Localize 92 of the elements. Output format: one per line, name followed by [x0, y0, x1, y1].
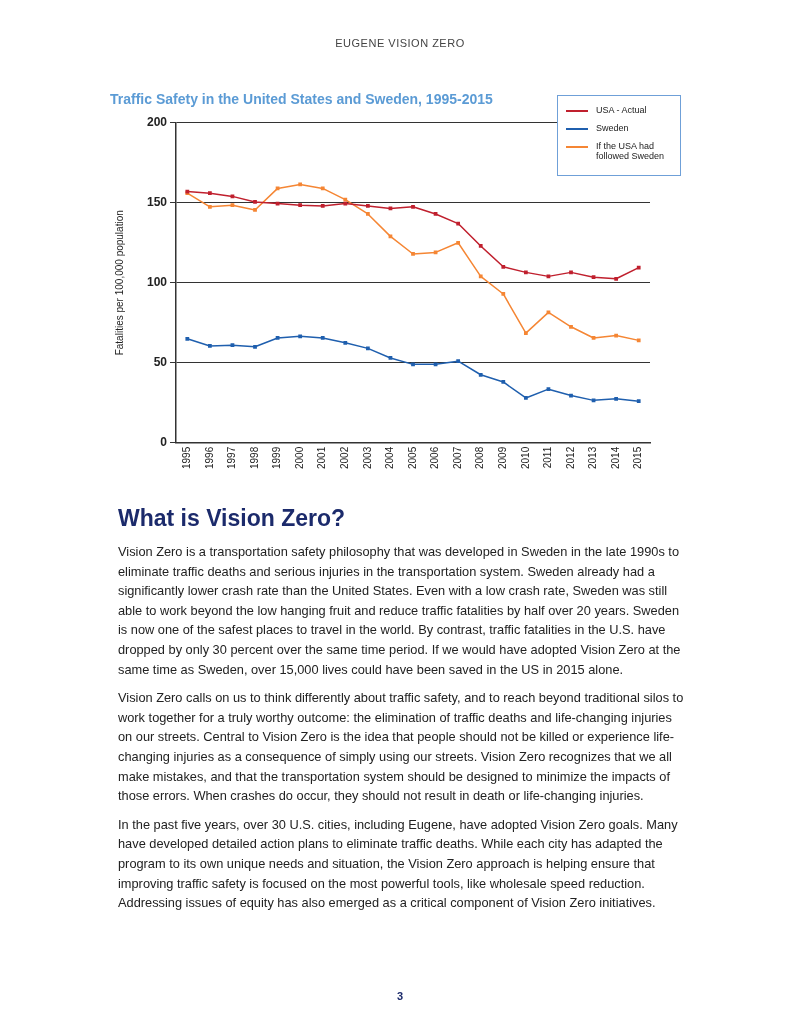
point — [208, 204, 212, 209]
x-tick-label: 1995 — [181, 446, 193, 469]
y-tick-label: 50 — [153, 355, 168, 370]
chart-title: Traffic Safety in the United States and Sweden, 1995-2015 — [110, 91, 494, 108]
x-tick-label: 2002 — [339, 446, 351, 469]
x-tick-label: 2001 — [316, 446, 328, 469]
point — [614, 333, 619, 338]
point — [298, 182, 303, 187]
point — [388, 356, 393, 360]
point — [523, 270, 528, 275]
point — [185, 336, 190, 341]
point — [343, 340, 348, 345]
text: Vision Zero is a transportation safety philosophy that was developed in Sweden in the late 1990s to eliminate traffic deaths and serious injuries in the transportation system. Sweden already had a significantly lower crash rate than the United States. Even with a low crash rate, Sweden was still able to work beyond the low hanging fruit and reduce traffic fatalities by half over 20 years. Sweden is now one of the safest places to travel in the world. By contrast, traffic fatalities in the U.S. have dropped by only 30 percent over the same time period. If we would have adopted Vision Zero at the same time as Sweden, over 15,000 lives could have been saved in the US in 2015 alone. — [118, 543, 682, 679]
legend-label: If the USA had followed Sweden — [596, 141, 666, 161]
point — [298, 203, 303, 208]
x-tick-label: 2011 — [542, 446, 554, 469]
x-tick-label: 2005 — [406, 446, 418, 469]
point — [636, 399, 641, 404]
point — [230, 203, 235, 208]
point — [478, 244, 483, 248]
x-tick-label: 1996 — [203, 446, 215, 469]
point — [365, 204, 370, 208]
point — [478, 372, 483, 377]
x-tick-label: 1998 — [248, 446, 260, 469]
point — [636, 338, 641, 343]
point — [523, 331, 528, 336]
text: EUGENE VISION ZERO — [334, 37, 466, 49]
point — [208, 344, 212, 348]
point — [636, 265, 641, 270]
point — [478, 274, 483, 279]
y-tick-label: 200 — [146, 115, 168, 130]
point — [614, 396, 619, 401]
x-tick-label: 2014 — [609, 446, 621, 469]
x-tick-label: 2008 — [474, 446, 486, 469]
point — [275, 336, 280, 340]
text: In the past five years, over 30 U.S. cities, including Eugene, have adopted Vision Zero goals. Many have developed detailed action plans to eliminate traffic deaths. While each city has adapted the program to its own unique needs and situation, the Vision Zero approach is helping ensure that improving traffic safety is focused on the most powerful tools, like wholesale speed reduction. Addressing issues of equity has also emerged as a critical component of Vision Zero initiatives. — [118, 815, 679, 913]
x-tick-label: 2009 — [497, 446, 509, 469]
point — [433, 212, 438, 216]
legend-label: Sweden — [596, 123, 629, 133]
legend-label: USA - Actual — [596, 105, 647, 115]
text: What is Vision Zero? — [118, 505, 347, 532]
point — [501, 292, 506, 296]
x-tick-label: 1999 — [271, 446, 283, 469]
point — [456, 240, 461, 245]
x-tick-label: 2006 — [429, 446, 441, 469]
point — [569, 393, 573, 398]
point — [411, 204, 415, 209]
x-tick-label: 1997 — [226, 446, 238, 469]
point — [411, 362, 415, 367]
point — [320, 336, 325, 340]
point — [546, 274, 551, 279]
y-tick-label: 150 — [146, 195, 168, 210]
point — [365, 212, 370, 216]
point — [320, 186, 325, 191]
x-tick-label: 2003 — [361, 446, 373, 469]
point — [456, 359, 461, 364]
text: 3 — [395, 990, 405, 1002]
point — [411, 252, 415, 256]
point — [253, 344, 257, 349]
point — [546, 387, 551, 392]
x-tick-label: 2010 — [519, 446, 531, 469]
point — [591, 398, 596, 403]
y-tick-label: 100 — [146, 275, 168, 290]
point — [501, 380, 506, 384]
point — [365, 346, 370, 351]
point — [298, 334, 303, 339]
point — [591, 275, 596, 280]
point — [501, 264, 506, 269]
point — [433, 362, 438, 367]
x-tick-label: 2012 — [564, 446, 576, 469]
point — [456, 221, 461, 226]
x-tick-label: 2007 — [451, 446, 463, 469]
point — [569, 324, 573, 329]
point — [208, 191, 212, 196]
point — [343, 201, 348, 206]
y-tick-label: 0 — [160, 435, 168, 450]
point — [546, 310, 551, 315]
point — [343, 197, 348, 202]
point — [569, 270, 573, 275]
point — [614, 276, 619, 281]
x-tick-label: 2000 — [293, 446, 305, 469]
x-tick-label: 2013 — [587, 446, 599, 469]
text: Vision Zero calls on us to think differently about traffic safety, and to reach beyond traditional silos to work together for a truly worthy outcome: the elimination of traffic deaths and life-changing injuries on our streets. Central to Vision Zero is the idea that people should not be killed or experience life-changing injuries as a consequence of simply using our streets. Vision Zero recognizes that we all make mistakes, and that the transportation system should be designed to minimize the impacts of those errors. When crashes do occur, they should not result in death or life-changing injuries. — [118, 689, 685, 806]
y-axis-title: Fatalities per 100,000 population — [113, 210, 125, 356]
point — [591, 336, 596, 340]
point — [523, 396, 528, 400]
x-tick-label: 2004 — [384, 446, 396, 469]
point — [230, 343, 235, 348]
point — [320, 204, 325, 208]
point — [253, 208, 257, 212]
point — [253, 200, 257, 204]
x-tick-label: 2015 — [632, 446, 644, 469]
